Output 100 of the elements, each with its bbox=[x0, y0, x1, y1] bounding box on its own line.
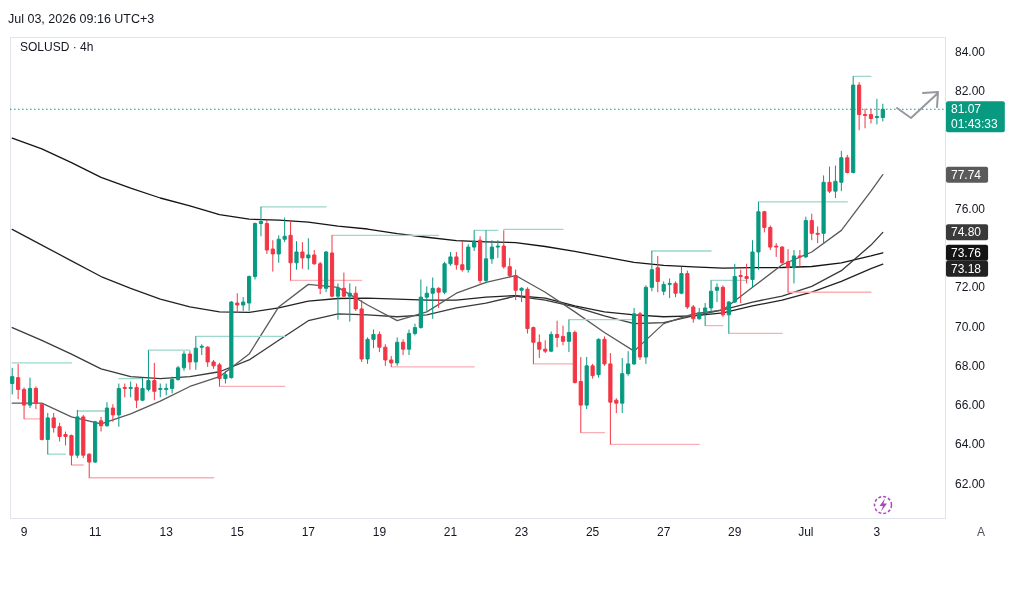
candlestick bbox=[780, 245, 785, 265]
candlestick bbox=[845, 154, 850, 174]
candlestick bbox=[264, 219, 269, 255]
y-tick-label: 62.00 bbox=[955, 476, 986, 491]
candlestick bbox=[306, 237, 311, 271]
candlestick bbox=[554, 320, 560, 348]
candlestick bbox=[252, 222, 258, 280]
candlestick bbox=[714, 282, 720, 303]
candlestick bbox=[726, 300, 731, 334]
candlestick bbox=[170, 376, 175, 394]
x-tick-label: 21 bbox=[443, 525, 458, 539]
line-series bbox=[11, 231, 884, 380]
y-tick-label: 82.00 bbox=[955, 84, 986, 99]
candlestick bbox=[519, 286, 524, 303]
line-series bbox=[11, 137, 884, 269]
x-tick-label: 25 bbox=[585, 525, 600, 539]
line-series bbox=[11, 228, 884, 318]
candlestick bbox=[181, 350, 187, 372]
x-tick-label: Jul bbox=[798, 525, 814, 539]
candlestick bbox=[412, 323, 418, 336]
candlestick bbox=[472, 229, 477, 252]
text: 74.80 bbox=[951, 225, 982, 240]
candlestick bbox=[134, 383, 139, 409]
candlestick bbox=[418, 278, 423, 330]
x-tick-label: 3 bbox=[873, 525, 881, 539]
candlestick bbox=[258, 206, 264, 237]
candlestick bbox=[566, 319, 572, 353]
y-tick-label: 68.00 bbox=[955, 358, 986, 373]
candlestick bbox=[241, 296, 246, 312]
candlestick bbox=[631, 307, 637, 366]
x-tick-label: 23 bbox=[514, 525, 529, 539]
text: 01:43:33 bbox=[951, 117, 999, 132]
candlestick bbox=[697, 307, 702, 321]
y-tick-label: 84.00 bbox=[955, 44, 986, 59]
ref-line-label: 81.07 bbox=[951, 102, 982, 117]
candlestick bbox=[649, 250, 654, 292]
y-tick-label: 76.00 bbox=[955, 201, 986, 216]
x-tick-label: 9 bbox=[20, 525, 28, 539]
candlestick bbox=[590, 363, 595, 380]
y-tick-label: 66.00 bbox=[955, 398, 986, 413]
candlestick bbox=[329, 234, 335, 298]
candlestick bbox=[572, 330, 577, 385]
candlestick bbox=[584, 356, 589, 410]
candlestick bbox=[247, 275, 252, 312]
candlestick bbox=[270, 239, 275, 273]
candlestick bbox=[483, 229, 489, 284]
candlestick bbox=[857, 81, 862, 131]
candlestick bbox=[489, 239, 495, 265]
candlestick bbox=[122, 383, 127, 398]
candlestick bbox=[45, 412, 50, 455]
candlestick bbox=[235, 292, 240, 314]
candlestick bbox=[98, 416, 104, 433]
candlestick bbox=[152, 362, 157, 401]
candlestick bbox=[868, 108, 874, 124]
candlestick bbox=[395, 336, 400, 367]
candlestick bbox=[821, 174, 826, 245]
candlestick bbox=[21, 386, 27, 420]
candlestick bbox=[187, 350, 192, 371]
candlestick bbox=[578, 356, 583, 434]
candlestick bbox=[175, 365, 181, 382]
candlestick bbox=[193, 335, 198, 371]
candlestick bbox=[341, 272, 346, 298]
candlestick bbox=[803, 216, 808, 259]
candlestick bbox=[335, 282, 341, 321]
candlestick bbox=[720, 284, 726, 318]
text: A bbox=[976, 525, 986, 539]
chart-subtitle: Jul 03, 2026 09:16 UTC+3 bbox=[8, 12, 155, 26]
candlestick bbox=[27, 377, 33, 409]
candlestick bbox=[300, 241, 305, 270]
x-tick-label: 27 bbox=[657, 525, 671, 539]
candlestick bbox=[294, 240, 299, 271]
y-tick-label: 64.00 bbox=[955, 437, 986, 452]
candlestick bbox=[862, 108, 868, 129]
x-tick-label: 17 bbox=[301, 525, 316, 539]
x-tick-label: 29 bbox=[728, 525, 742, 539]
candlestick bbox=[673, 280, 678, 298]
candlestick bbox=[75, 409, 80, 459]
candlestick bbox=[560, 325, 566, 346]
candlestick bbox=[104, 401, 110, 428]
candlestick bbox=[626, 350, 631, 377]
candlestick bbox=[549, 331, 554, 353]
candlestick bbox=[128, 381, 133, 398]
line-series bbox=[11, 173, 884, 425]
candlestick bbox=[703, 302, 708, 327]
candlestick bbox=[466, 243, 471, 274]
candlestick bbox=[33, 385, 39, 410]
chart-title: SOLUSD · 4h bbox=[20, 40, 94, 54]
x-tick-label: 11 bbox=[88, 525, 102, 539]
candlestick bbox=[620, 357, 625, 414]
candlestick bbox=[679, 266, 684, 295]
candlestick bbox=[596, 337, 601, 379]
candlestick bbox=[797, 249, 802, 268]
candlestick bbox=[110, 403, 115, 423]
candlestick bbox=[16, 363, 21, 400]
x-tick-label: 19 bbox=[372, 525, 387, 539]
text: 73.76 bbox=[951, 245, 982, 260]
x-tick-label: 13 bbox=[159, 525, 174, 539]
text: 73.18 bbox=[951, 261, 982, 276]
candlestick bbox=[791, 249, 797, 284]
candlestick bbox=[495, 239, 500, 259]
